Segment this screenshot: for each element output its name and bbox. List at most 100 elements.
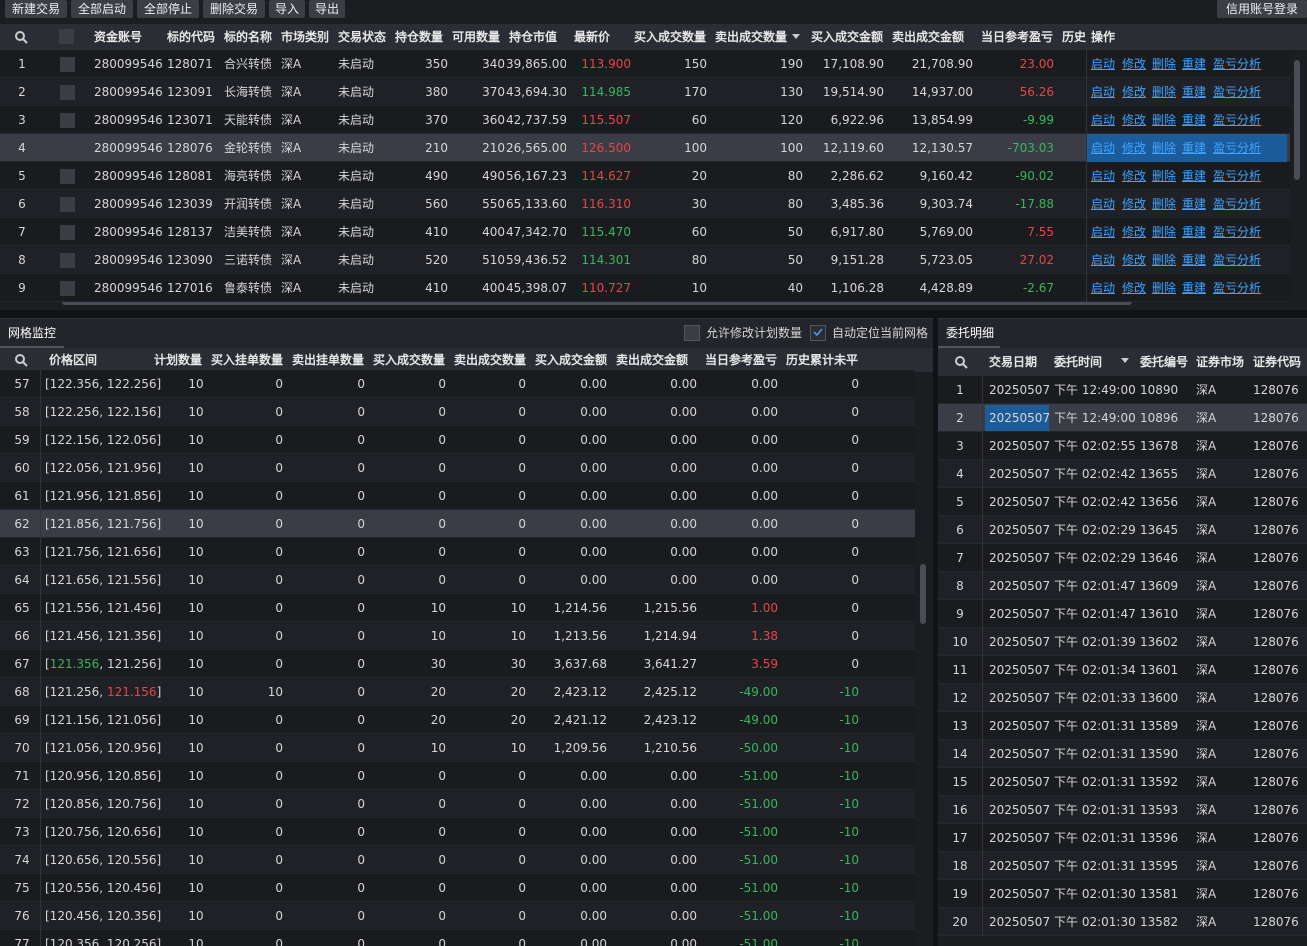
action-link[interactable]: 修改	[1122, 190, 1146, 218]
v-scrollbar[interactable]	[1291, 50, 1303, 296]
action-link[interactable]: 启动	[1091, 106, 1115, 134]
action-link[interactable]: 删除	[1152, 274, 1176, 302]
row-checkbox[interactable]	[60, 197, 75, 212]
action-link[interactable]: 修改	[1122, 106, 1146, 134]
table-cell: 115.470	[571, 218, 631, 246]
table-cell: 下午 02:01:34	[1054, 656, 1136, 684]
table-cell: 13602	[1140, 628, 1178, 656]
action-link[interactable]: 启动	[1091, 134, 1115, 162]
toolbar-button[interactable]: 导入	[269, 0, 305, 18]
column-header: 标的代码	[167, 24, 215, 50]
table-cell: 0.00	[708, 426, 778, 454]
action-link[interactable]: 修改	[1122, 218, 1146, 246]
table-cell: 深A	[1196, 516, 1216, 544]
table-cell: 10896	[1140, 404, 1178, 432]
action-link[interactable]: 删除	[1152, 246, 1176, 274]
table-cell: 0	[396, 370, 446, 398]
table-cell: 80	[743, 190, 803, 218]
action-link[interactable]: 启动	[1091, 78, 1115, 106]
action-link[interactable]: 修改	[1122, 162, 1146, 190]
action-link[interactable]: 盈亏分析	[1213, 134, 1261, 162]
table-cell: 20	[647, 162, 707, 190]
action-link[interactable]: 删除	[1152, 218, 1176, 246]
action-link[interactable]: 启动	[1091, 246, 1115, 274]
table-cell: 8	[2, 246, 42, 274]
action-link[interactable]: 重建	[1182, 218, 1206, 246]
action-link[interactable]: 删除	[1152, 50, 1176, 78]
action-link[interactable]: 重建	[1182, 106, 1206, 134]
sort-arrow[interactable]	[1121, 358, 1129, 364]
action-link[interactable]: 盈亏分析	[1213, 162, 1261, 190]
row-checkbox[interactable]	[60, 85, 75, 100]
action-link[interactable]: 盈亏分析	[1213, 106, 1261, 134]
action-link[interactable]: 修改	[1122, 246, 1146, 274]
table-cell: 50	[743, 246, 803, 274]
table-cell: 1,214.56	[537, 594, 607, 622]
action-link[interactable]: 重建	[1182, 274, 1206, 302]
row-checkbox[interactable]	[60, 57, 75, 72]
action-link[interactable]: 重建	[1182, 246, 1206, 274]
action-link[interactable]: 重建	[1182, 190, 1206, 218]
action-link[interactable]: 启动	[1091, 50, 1115, 78]
table-cell: 10	[176, 734, 216, 762]
table-cell: 0	[476, 510, 526, 538]
table-cell: 280099546	[94, 50, 163, 78]
action-link[interactable]: 删除	[1152, 162, 1176, 190]
action-link[interactable]: 盈亏分析	[1213, 246, 1261, 274]
row-checkbox[interactable]	[60, 225, 75, 240]
action-link[interactable]: 修改	[1122, 50, 1146, 78]
table-cell: 77	[2, 930, 42, 946]
toolbar-button[interactable]: 新建交易	[5, 0, 67, 18]
row-checkbox[interactable]	[60, 113, 75, 128]
search-icon[interactable]	[954, 355, 968, 369]
action-link[interactable]: 删除	[1152, 106, 1176, 134]
action-link[interactable]: 启动	[1091, 162, 1115, 190]
action-link[interactable]: 重建	[1182, 50, 1206, 78]
action-link[interactable]: 启动	[1091, 218, 1115, 246]
checkbox[interactable]	[810, 325, 826, 341]
action-link[interactable]: 重建	[1182, 78, 1206, 106]
row-checkbox[interactable]	[60, 253, 75, 268]
action-link[interactable]: 盈亏分析	[1213, 78, 1261, 106]
sort-arrow[interactable]	[792, 34, 800, 40]
action-link[interactable]: 启动	[1091, 274, 1115, 302]
toolbar-button[interactable]: 信用账号登录	[1217, 0, 1307, 18]
action-link[interactable]: 修改	[1122, 134, 1146, 162]
action-link[interactable]: 删除	[1152, 190, 1176, 218]
table-cell: 520	[398, 246, 448, 274]
action-link[interactable]: 删除	[1152, 134, 1176, 162]
v-scrollbar[interactable]	[917, 372, 929, 946]
toolbar-button[interactable]: 删除交易	[203, 0, 265, 18]
action-link[interactable]: 盈亏分析	[1213, 274, 1261, 302]
action-link[interactable]: 修改	[1122, 274, 1146, 302]
table-cell: 未启动	[338, 134, 374, 162]
checkbox[interactable]	[684, 325, 700, 341]
column-header: 买入成交金额	[535, 348, 607, 372]
action-link[interactable]: 重建	[1182, 162, 1206, 190]
table-cell: -51.00	[708, 902, 778, 930]
row-checkbox[interactable]	[60, 281, 75, 296]
toolbar-button[interactable]: 全部停止	[137, 0, 199, 18]
action-link[interactable]: 盈亏分析	[1213, 50, 1261, 78]
table-cell: 170	[647, 78, 707, 106]
row-checkbox[interactable]	[60, 169, 75, 184]
table-cell: [121.456, 121.356]	[45, 622, 161, 650]
row-checkbox[interactable]	[60, 141, 75, 156]
action-link[interactable]: 启动	[1091, 190, 1115, 218]
action-link[interactable]: 盈亏分析	[1213, 218, 1261, 246]
table-cell: 深A	[281, 106, 301, 134]
search-icon[interactable]	[14, 353, 28, 367]
toolbar-button[interactable]: 全部启动	[71, 0, 133, 18]
table-cell: 未启动	[338, 274, 374, 302]
action-link[interactable]: 修改	[1122, 78, 1146, 106]
table-cell: 280099546	[94, 218, 163, 246]
action-link[interactable]: 重建	[1182, 134, 1206, 162]
header-checkbox[interactable]	[59, 29, 74, 44]
search-icon[interactable]	[14, 30, 28, 44]
action-link[interactable]: 删除	[1152, 78, 1176, 106]
table-cell: 13593	[1140, 796, 1178, 824]
table-cell: 280099546	[94, 246, 163, 274]
toolbar-button[interactable]: 导出	[309, 0, 345, 18]
table-cell: 58	[2, 398, 42, 426]
action-link[interactable]: 盈亏分析	[1213, 190, 1261, 218]
